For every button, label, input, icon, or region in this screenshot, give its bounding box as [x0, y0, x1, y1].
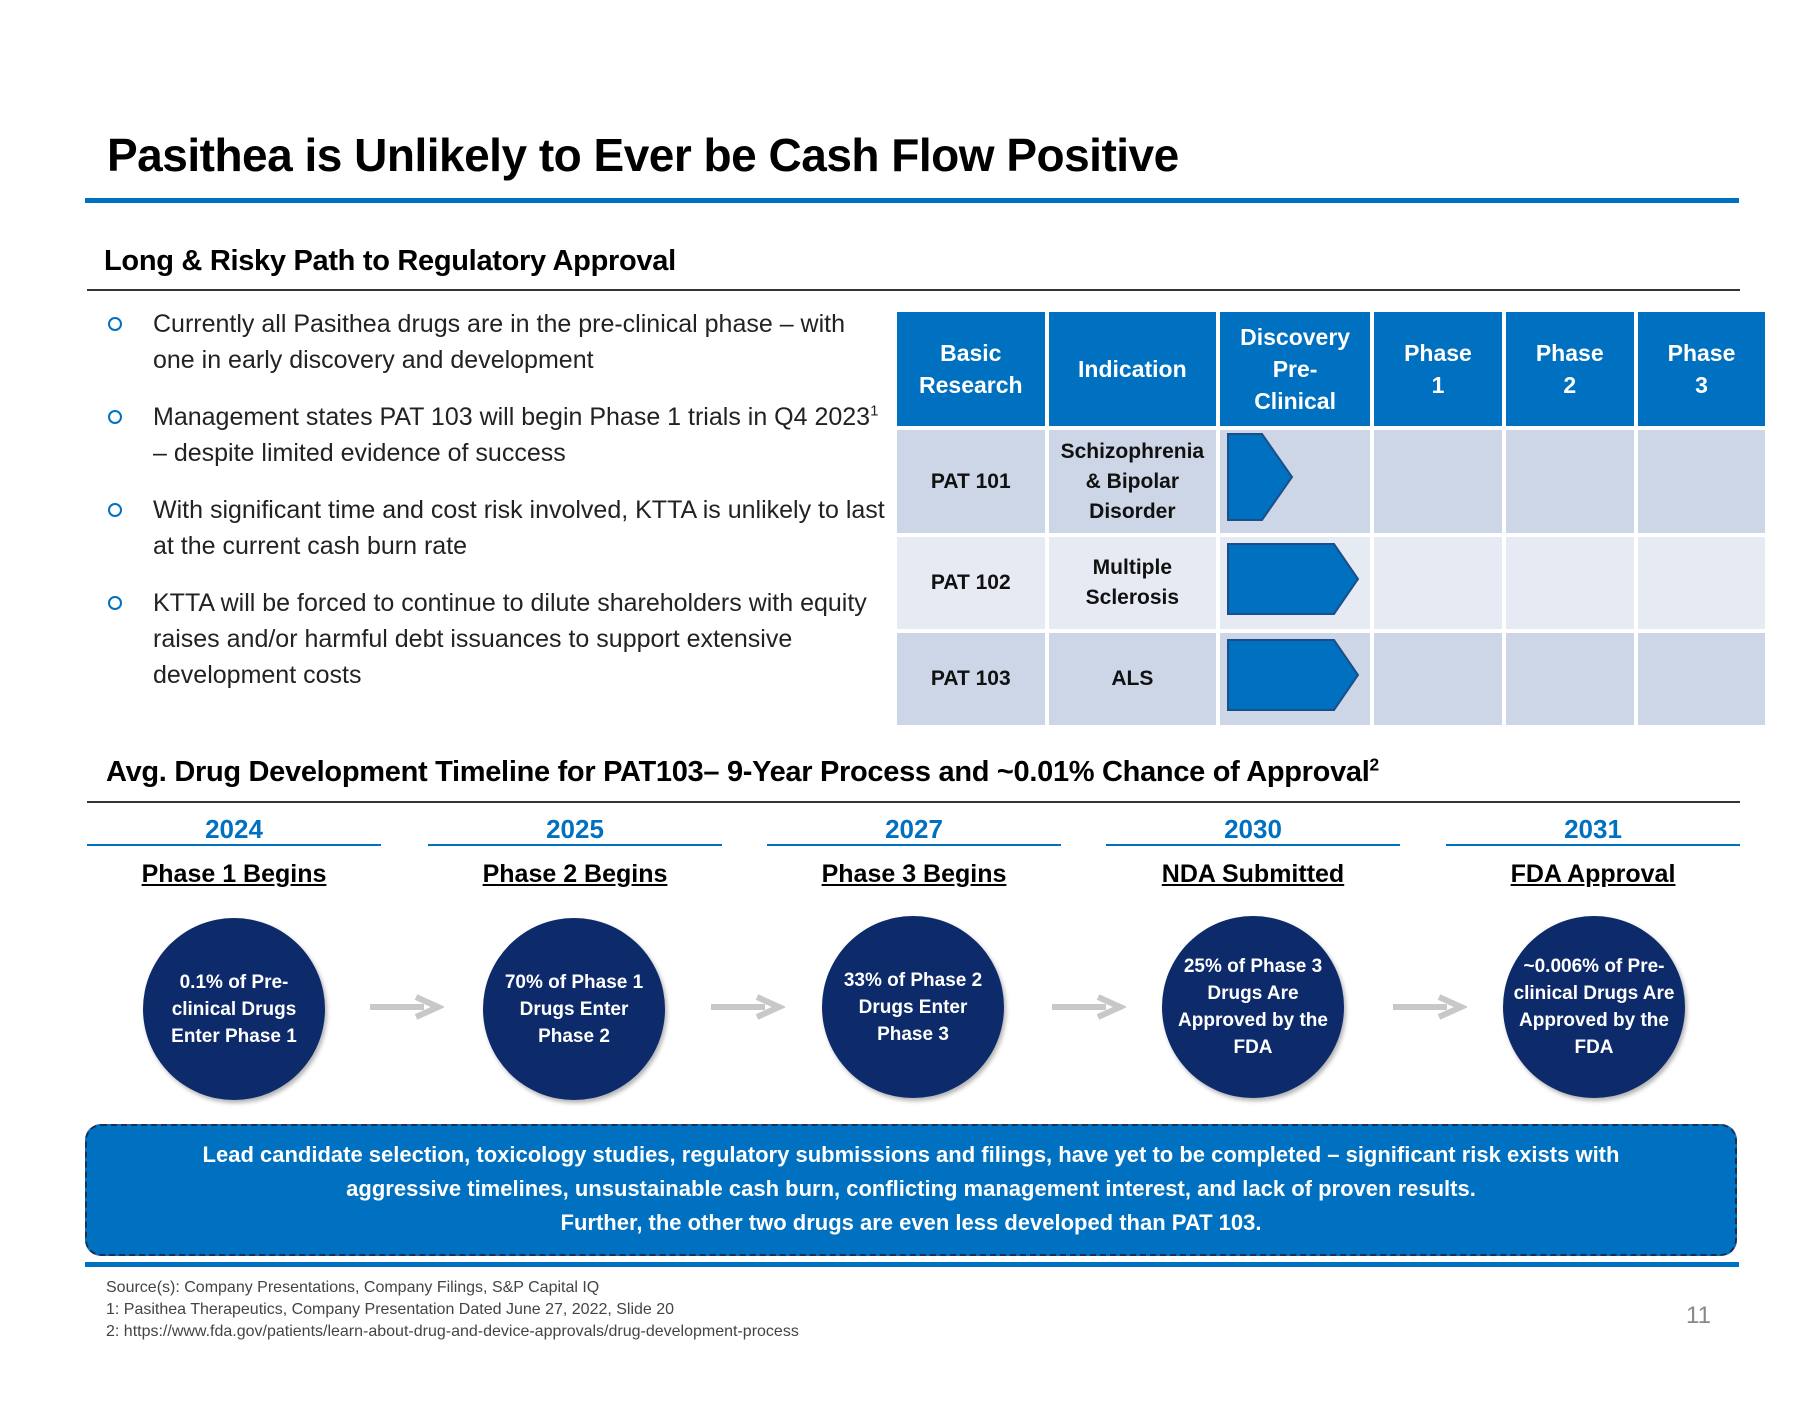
table-row: PAT 103 ALS [897, 633, 1766, 725]
empty-cell [1505, 537, 1634, 629]
step-year: 2031 [1446, 814, 1740, 846]
drug-name: PAT 103 [897, 633, 1045, 725]
footnote: Source(s): Company Presentations, Compan… [106, 1279, 600, 1296]
step-label: NDA Submitted [1161, 860, 1345, 888]
bullet-item: Currently all Pasithea drugs are in the … [108, 306, 888, 378]
step-label: Phase 2 Begins [482, 860, 668, 888]
timeline-step: 2031 FDA Approval [1446, 814, 1740, 889]
step-year: 2030 [1106, 814, 1400, 846]
callout-line: aggressive timelines, unsustainable cash… [346, 1176, 1476, 1201]
indication: Multiple Sclerosis [1048, 537, 1217, 629]
step-label: Phase 3 Begins [821, 860, 1007, 888]
table-row: PAT 101 Schizophrenia & Bipolar Disorder [897, 430, 1766, 533]
step-year: 2025 [428, 814, 722, 846]
right-arrow-icon [370, 994, 444, 1020]
page-number: 11 [1686, 1302, 1711, 1329]
bullet-text: Management states PAT 103 will begin Pha… [153, 403, 871, 431]
bullet-text: With significant time and cost risk invo… [153, 496, 885, 560]
timeline-step: 2025 Phase 2 Begins [428, 814, 722, 889]
callout-line: Lead candidate selection, toxicology stu… [202, 1142, 1620, 1167]
footnote-ref: 2 [1369, 754, 1379, 775]
timeline-step: 2030 NDA Submitted [1106, 814, 1400, 889]
right-arrow-icon [1393, 994, 1467, 1020]
callout-box: Lead candidate selection, toxicology stu… [85, 1124, 1737, 1256]
bullet-circle-icon [108, 410, 122, 424]
header-basic-research: Basic Research [897, 312, 1045, 426]
progress-arrow-icon [1227, 433, 1294, 521]
footer-rule [85, 1262, 1739, 1267]
stat-circle: 25% of Phase 3 Drugs Are Approved by the… [1162, 916, 1344, 1098]
step-year: 2027 [767, 814, 1061, 846]
header-phase-1: Phase 1 [1374, 312, 1502, 426]
header-phase-2: Phase 2 [1505, 312, 1634, 426]
step-label: FDA Approval [1510, 860, 1676, 888]
timeline-step: 2027 Phase 3 Begins [767, 814, 1061, 889]
bullet-circle-icon [108, 503, 122, 517]
empty-cell [1637, 537, 1766, 629]
bullet-circle-icon [108, 317, 122, 331]
indication: ALS [1048, 633, 1217, 725]
right-arrow-icon [711, 994, 785, 1020]
bullet-list: Currently all Pasithea drugs are in the … [108, 306, 888, 714]
empty-cell [1637, 430, 1766, 533]
slide-title: Pasithea is Unlikely to Ever be Cash Flo… [107, 129, 1179, 181]
footnote-ref: 1 [870, 402, 879, 420]
bullet-text: – despite limited evidence of success [153, 439, 566, 467]
empty-cell [1505, 633, 1634, 725]
header-phase-3: Phase 3 [1637, 312, 1766, 426]
bullet-item: Management states PAT 103 will begin Pha… [108, 399, 888, 471]
indication: Schizophrenia & Bipolar Disorder [1048, 430, 1217, 533]
footnote: 2: https://www.fda.gov/patients/learn-ab… [106, 1323, 799, 1340]
footnote: 1: Pasithea Therapeutics, Company Presen… [106, 1301, 675, 1318]
drug-name: PAT 102 [897, 537, 1045, 629]
section2-heading-text: Avg. Drug Development Timeline for PAT10… [106, 756, 1370, 788]
stat-circle: ~0.006% of Pre-clinical Drugs Are Approv… [1503, 916, 1685, 1098]
stat-circle: 33% of Phase 2 Drugs Enter Phase 3 [822, 916, 1004, 1098]
header-indication: Indication [1048, 312, 1217, 426]
section2-rule [87, 801, 1740, 803]
callout-line: Further, the other two drugs are even le… [560, 1210, 1262, 1235]
empty-cell [1374, 537, 1502, 629]
bullet-circle-icon [108, 596, 122, 610]
bullet-item: With significant time and cost risk invo… [108, 492, 888, 564]
empty-cell [1637, 633, 1766, 725]
drug-name: PAT 101 [897, 430, 1045, 533]
stat-circle: 0.1% of Pre-clinical Drugs Enter Phase 1 [143, 918, 325, 1100]
section1-rule [87, 289, 1740, 291]
header-discovery: Discovery Pre-Clinical [1220, 312, 1371, 426]
bullet-item: KTTA will be forced to continue to dilut… [108, 585, 888, 693]
section2-heading: Avg. Drug Development Timeline for PAT10… [106, 756, 1379, 789]
progress-cell [1220, 633, 1371, 725]
progress-cell [1220, 430, 1371, 533]
timeline-step: 2024 Phase 1 Begins [87, 814, 381, 889]
bullet-text: KTTA will be forced to continue to dilut… [153, 589, 867, 689]
step-year: 2024 [87, 814, 381, 846]
progress-arrow-icon [1227, 638, 1360, 711]
empty-cell [1505, 430, 1634, 533]
empty-cell [1374, 430, 1502, 533]
section1-heading: Long & Risky Path to Regulatory Approval [104, 245, 676, 277]
step-label: Phase 1 Begins [141, 860, 327, 888]
empty-cell [1374, 633, 1502, 725]
progress-cell [1220, 537, 1371, 629]
bullet-text: Currently all Pasithea drugs are in the … [153, 310, 846, 374]
table-row: PAT 102 Multiple Sclerosis [897, 537, 1766, 629]
right-arrow-icon [1052, 994, 1126, 1020]
pipeline-table: Basic Research Indication Discovery Pre-… [893, 308, 1769, 729]
title-rule [85, 198, 1739, 203]
stat-circle: 70% of Phase 1 Drugs Enter Phase 2 [483, 918, 665, 1100]
progress-arrow-icon [1227, 542, 1360, 615]
